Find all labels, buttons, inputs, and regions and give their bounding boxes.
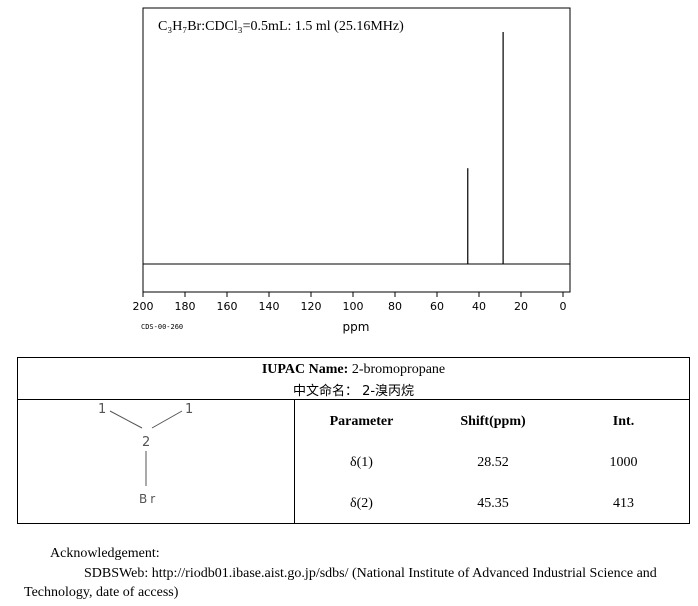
chinese-name-line: 中文命名： 2-溴丙烷	[18, 380, 689, 399]
structure-cell: 1 1 2 Br	[18, 399, 295, 523]
structure-diagram: 1 1 2 Br	[98, 402, 193, 506]
x-tick-label: 20	[514, 300, 528, 313]
atom-label-right: 1	[185, 402, 193, 417]
iupac-label: IUPAC Name:	[261, 362, 349, 377]
row2-shift: 45.35	[477, 496, 509, 511]
x-axis-ticks: 200 180 160 140 120 100 80 60 40 20 0	[133, 292, 567, 313]
atom-label-left: 1	[98, 402, 106, 417]
bond-right	[151, 410, 183, 429]
compound-name-row: IUPAC Name: 2-bromopropane 中文命名： 2-溴丙烷	[18, 358, 689, 400]
iupac-name-line: IUPAC Name: 2-bromopropane	[18, 362, 689, 378]
x-tick-label: 0	[560, 300, 567, 313]
header-shift: Shift(ppm)	[460, 414, 526, 429]
x-axis-label: ppm	[343, 320, 370, 334]
x-tick-label: 160	[217, 300, 238, 313]
x-tick-label: 60	[430, 300, 444, 313]
shift-table: Parameter Shift(ppm) Int. δ(1) 28.52 100…	[295, 399, 689, 523]
peaks-group	[467, 32, 504, 264]
row1-int: 1000	[609, 455, 638, 470]
x-tick-label: 100	[343, 300, 364, 313]
header-parameter: Parameter	[329, 414, 394, 429]
acknowledgement-line1: SDBSWeb: http://riodb01.ibase.aist.go.jp…	[84, 566, 657, 581]
row1-param: δ(1)	[350, 455, 373, 470]
compound-info-box: IUPAC Name: 2-bromopropane 中文命名： 2-溴丙烷 1…	[17, 357, 690, 524]
x-tick-label: 120	[301, 300, 322, 313]
row2-int: 413	[613, 496, 634, 511]
x-tick-label: 40	[472, 300, 486, 313]
x-tick-label: 200	[133, 300, 154, 313]
atom-label-center: 2	[142, 435, 150, 450]
header-int: Int.	[612, 414, 635, 429]
acknowledgement-heading: Acknowledgement:	[50, 546, 160, 561]
row2-param: δ(2)	[350, 496, 373, 511]
x-tick-label: 140	[259, 300, 280, 313]
x-tick-label: 180	[175, 300, 196, 313]
chart-title: C₃H₇Br:CDCl₃=0.5mL: 1.5 ml (25.16MHz)	[158, 19, 404, 34]
atom-label-bottom: Br	[139, 492, 158, 506]
spectrum-code: CDS-00-260	[141, 323, 183, 331]
plot-frame	[142, 7, 571, 293]
nmr-spectrum-chart: C₃H₇Br:CDCl₃=0.5mL: 1.5 ml (25.16MHz) 20…	[133, 7, 571, 334]
bond-left	[109, 410, 143, 429]
row1-shift: 28.52	[477, 455, 509, 470]
chinese-label: 中文命名：	[292, 384, 358, 399]
x-tick-label: 80	[388, 300, 402, 313]
acknowledgement-line2: Technology, date of access)	[24, 585, 179, 600]
chinese-value: 2-溴丙烷	[362, 384, 415, 399]
iupac-value: 2-bromopropane	[351, 362, 446, 377]
